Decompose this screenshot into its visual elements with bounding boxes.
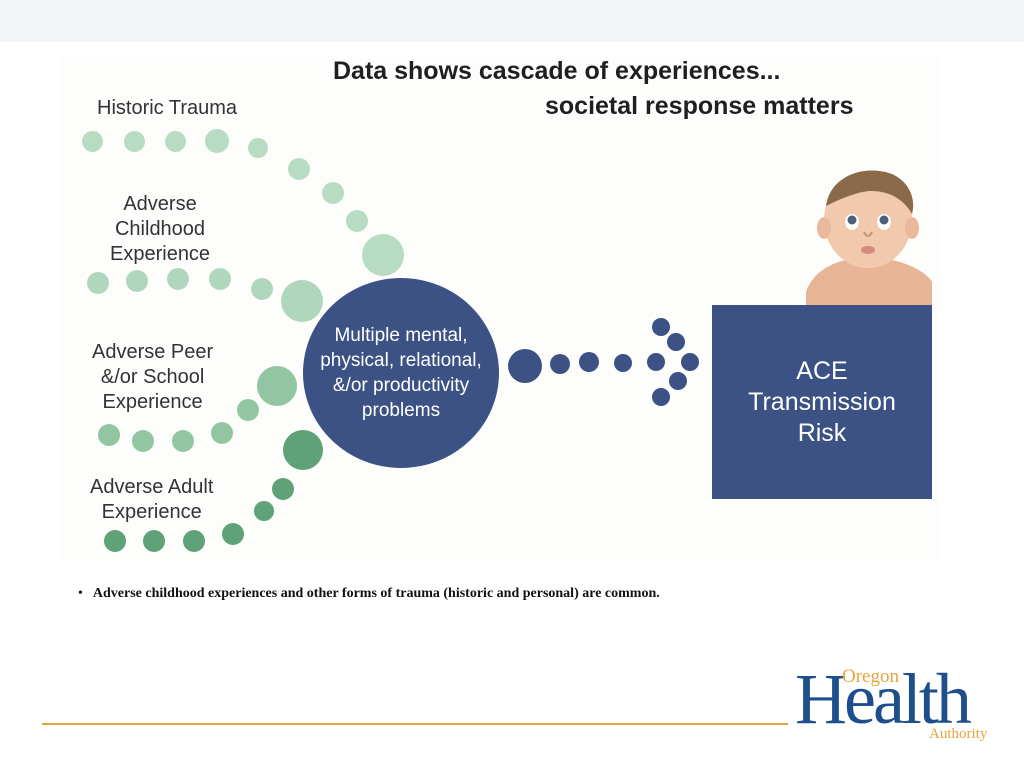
connector-dot [579, 352, 599, 372]
ace-transmission-risk-text: ACE Transmission Risk [748, 356, 896, 447]
historic-stream-dot [248, 138, 268, 158]
adult-stream-dot [283, 430, 323, 470]
baby-photo [806, 170, 932, 306]
peer-stream-dot [98, 424, 120, 446]
diagram-title-line1: Data shows cascade of experiences... [333, 57, 781, 85]
connector-dot [669, 372, 687, 390]
childhood-stream-dot [251, 278, 273, 300]
connector-dot [508, 349, 542, 383]
childhood-stream-dot [281, 280, 323, 322]
label-adverse-peer: Adverse Peer &/or School Experience [92, 341, 214, 413]
connector-dot [647, 353, 665, 371]
historic-stream-dot [165, 131, 186, 152]
historic-stream-dot [288, 158, 310, 180]
adult-stream-dot [183, 530, 205, 552]
problems-hub-circle: Multiple mental, physical, relational, &… [303, 278, 499, 468]
peer-stream-dot [132, 430, 154, 452]
label-adverse-childhood: Adverse Childhood Experience [110, 193, 211, 265]
logo-health-text: Health [795, 659, 972, 739]
problems-hub-text: Multiple mental, physical, relational, &… [320, 325, 482, 421]
childhood-stream-dot [126, 270, 148, 292]
connector-dot [652, 388, 670, 406]
adult-stream-dot [254, 501, 274, 521]
adult-stream-dot [104, 530, 126, 552]
logo-oregon-text: Oregon [842, 666, 899, 687]
peer-stream-dot [172, 430, 194, 452]
footer-divider [42, 723, 788, 725]
historic-stream-dot [322, 182, 344, 204]
adult-stream-dot [272, 478, 294, 500]
peer-stream-dot [257, 366, 297, 406]
label-historic-trauma: Historic Trauma [97, 97, 238, 119]
peer-stream-dot [211, 422, 233, 444]
adult-stream-dot [222, 523, 244, 545]
top-bar [0, 0, 1024, 42]
diagram-title-line2: societal response matters [545, 92, 854, 120]
logo-authority-text: Authority [929, 726, 988, 742]
historic-stream-dot [346, 210, 368, 232]
historic-stream-dot [124, 131, 145, 152]
bullet-text: Adverse childhood experiences and other … [92, 586, 660, 601]
adult-stream-dot [143, 530, 165, 552]
historic-stream-dot [362, 234, 404, 276]
connector-dot [681, 353, 699, 371]
connector-dot [614, 354, 632, 372]
bullet-marker: • [78, 586, 83, 601]
childhood-stream-dot [87, 272, 109, 294]
bullet-point: • Adverse childhood experiences and other… [78, 586, 660, 602]
label-adverse-adult: Adverse Adult Experience [90, 476, 214, 523]
connector-dot [550, 354, 570, 374]
historic-stream-dot [82, 131, 103, 152]
childhood-stream-dot [167, 268, 189, 290]
connector-dot [652, 318, 670, 336]
peer-stream-dot [237, 399, 259, 421]
connector-dot [667, 333, 685, 351]
childhood-stream-dot [209, 268, 231, 290]
historic-stream-dot [205, 129, 229, 153]
ace-transmission-risk-box: ACE Transmission Risk [712, 305, 932, 499]
